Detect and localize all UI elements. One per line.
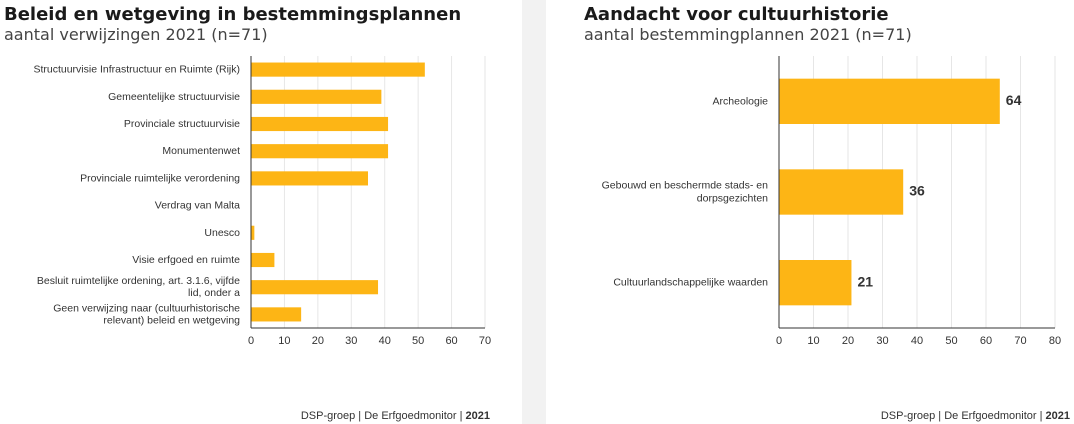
left-chart-x-tick-label: 50 (412, 335, 424, 347)
left-chart-x-tick-label: 40 (379, 335, 391, 347)
left-chart-x-tick-label: 60 (445, 335, 457, 347)
left-chart-x-tick-label: 70 (479, 335, 491, 347)
left-chart-bar (251, 307, 302, 322)
left-chart-bar (251, 116, 389, 132)
right-chart-category-label: Archeologie (713, 95, 769, 107)
left-chart-footer: DSP-groep | De Erfgoedmonitor | 2021 (301, 410, 490, 422)
left-chart-category-label: Geen verwijzing naar (cultuurhistorische… (53, 302, 240, 326)
right-chart-value-label: 21 (857, 273, 873, 289)
right-chart-value-label: 64 (1006, 92, 1022, 108)
left-chart-bar (251, 171, 368, 186)
right-chart-panel: Aandacht voor cultuurhistorie aantal bes… (546, 0, 1074, 424)
left-chart-bar (251, 225, 255, 240)
left-chart-category-label: Verdrag van Malta (155, 199, 240, 211)
right-chart-title: Aandacht voor cultuurhistorie (584, 4, 889, 25)
left-chart-x-tick-label: 20 (312, 335, 324, 347)
right-chart-x-tick-label: 50 (945, 335, 957, 347)
left-chart-bar (251, 89, 382, 104)
left-chart-category-label: Visie erfgoed en ruimte (132, 254, 240, 266)
left-chart-bar (251, 62, 425, 77)
left-footer-source: DSP-groep | De Erfgoedmonitor | (300, 410, 463, 422)
left-chart-category-label: Besluit ruimtelijke ordening, art. 3.1.6… (37, 275, 240, 299)
panel-gutter (522, 0, 546, 424)
left-chart-category-label: Provinciale structuurvisie (124, 118, 240, 130)
right-chart-x-tick-label: 80 (1049, 335, 1061, 347)
right-chart-x-tick-label: 10 (807, 335, 819, 347)
left-chart-subtitle: aantal verwijzingen 2021 (n=71) (4, 25, 268, 44)
right-chart-category-label: Gebouwd en beschermde stads- en dorpsgezi… (602, 179, 769, 204)
right-chart-subtitle: aantal bestemmingplannen 2021 (n=71) (584, 25, 912, 44)
left-chart-category-label: Unesco (204, 227, 240, 239)
right-chart-x-tick-label: 60 (980, 335, 992, 347)
left-chart-panel: Beleid en wetgeving in bestemmingsplanne… (0, 0, 522, 424)
left-chart-x-tick-label: 0 (248, 335, 254, 347)
right-chart-x-tick-label: 40 (911, 335, 923, 347)
right-chart-x-tick-label: 0 (776, 335, 782, 347)
left-chart-category-label: Gemeentelijke structuurvisie (108, 91, 240, 103)
right-chart-footer: DSP-groep | De Erfgoedmonitor | 2021 (881, 410, 1070, 422)
left-chart-x-tick-label: 30 (345, 335, 357, 347)
right-chart-bar (779, 169, 904, 215)
left-chart-bar (251, 252, 275, 268)
left-chart-category-label: Provinciale ruimtelijke verordening (80, 172, 240, 184)
left-footer-year: 2021 (465, 410, 490, 422)
right-footer-year: 2021 (1045, 410, 1070, 422)
right-bar-chart: Archeologie 64 Gebouwd en beschermde stads… (602, 56, 1061, 347)
left-chart-title: Beleid en wetgeving in bestemmingsplanne… (4, 4, 462, 25)
left-chart-bar (251, 144, 389, 159)
right-chart-category-label: Cultuurlandschappelijke waarden (613, 276, 768, 288)
right-footer-source: DSP-groep | De Erfgoedmonitor | (880, 410, 1043, 422)
right-chart-x-tick-label: 30 (876, 335, 888, 347)
right-chart-x-tick-label: 20 (842, 335, 854, 347)
left-chart-x-tick-label: 10 (278, 335, 290, 347)
left-chart-bar (251, 280, 379, 295)
right-chart-bar (779, 260, 852, 306)
left-chart-category-label: Monumentenwet (162, 145, 240, 157)
right-chart-value-label: 36 (909, 183, 925, 199)
left-bar-chart: Structuurvisie Infrastructuur en Ruimte … (33, 56, 491, 347)
right-chart-bar (779, 78, 1000, 124)
left-chart-category-label: Structuurvisie Infrastructuur en Ruimte … (33, 63, 240, 75)
right-chart-x-tick-label: 70 (1014, 335, 1026, 347)
